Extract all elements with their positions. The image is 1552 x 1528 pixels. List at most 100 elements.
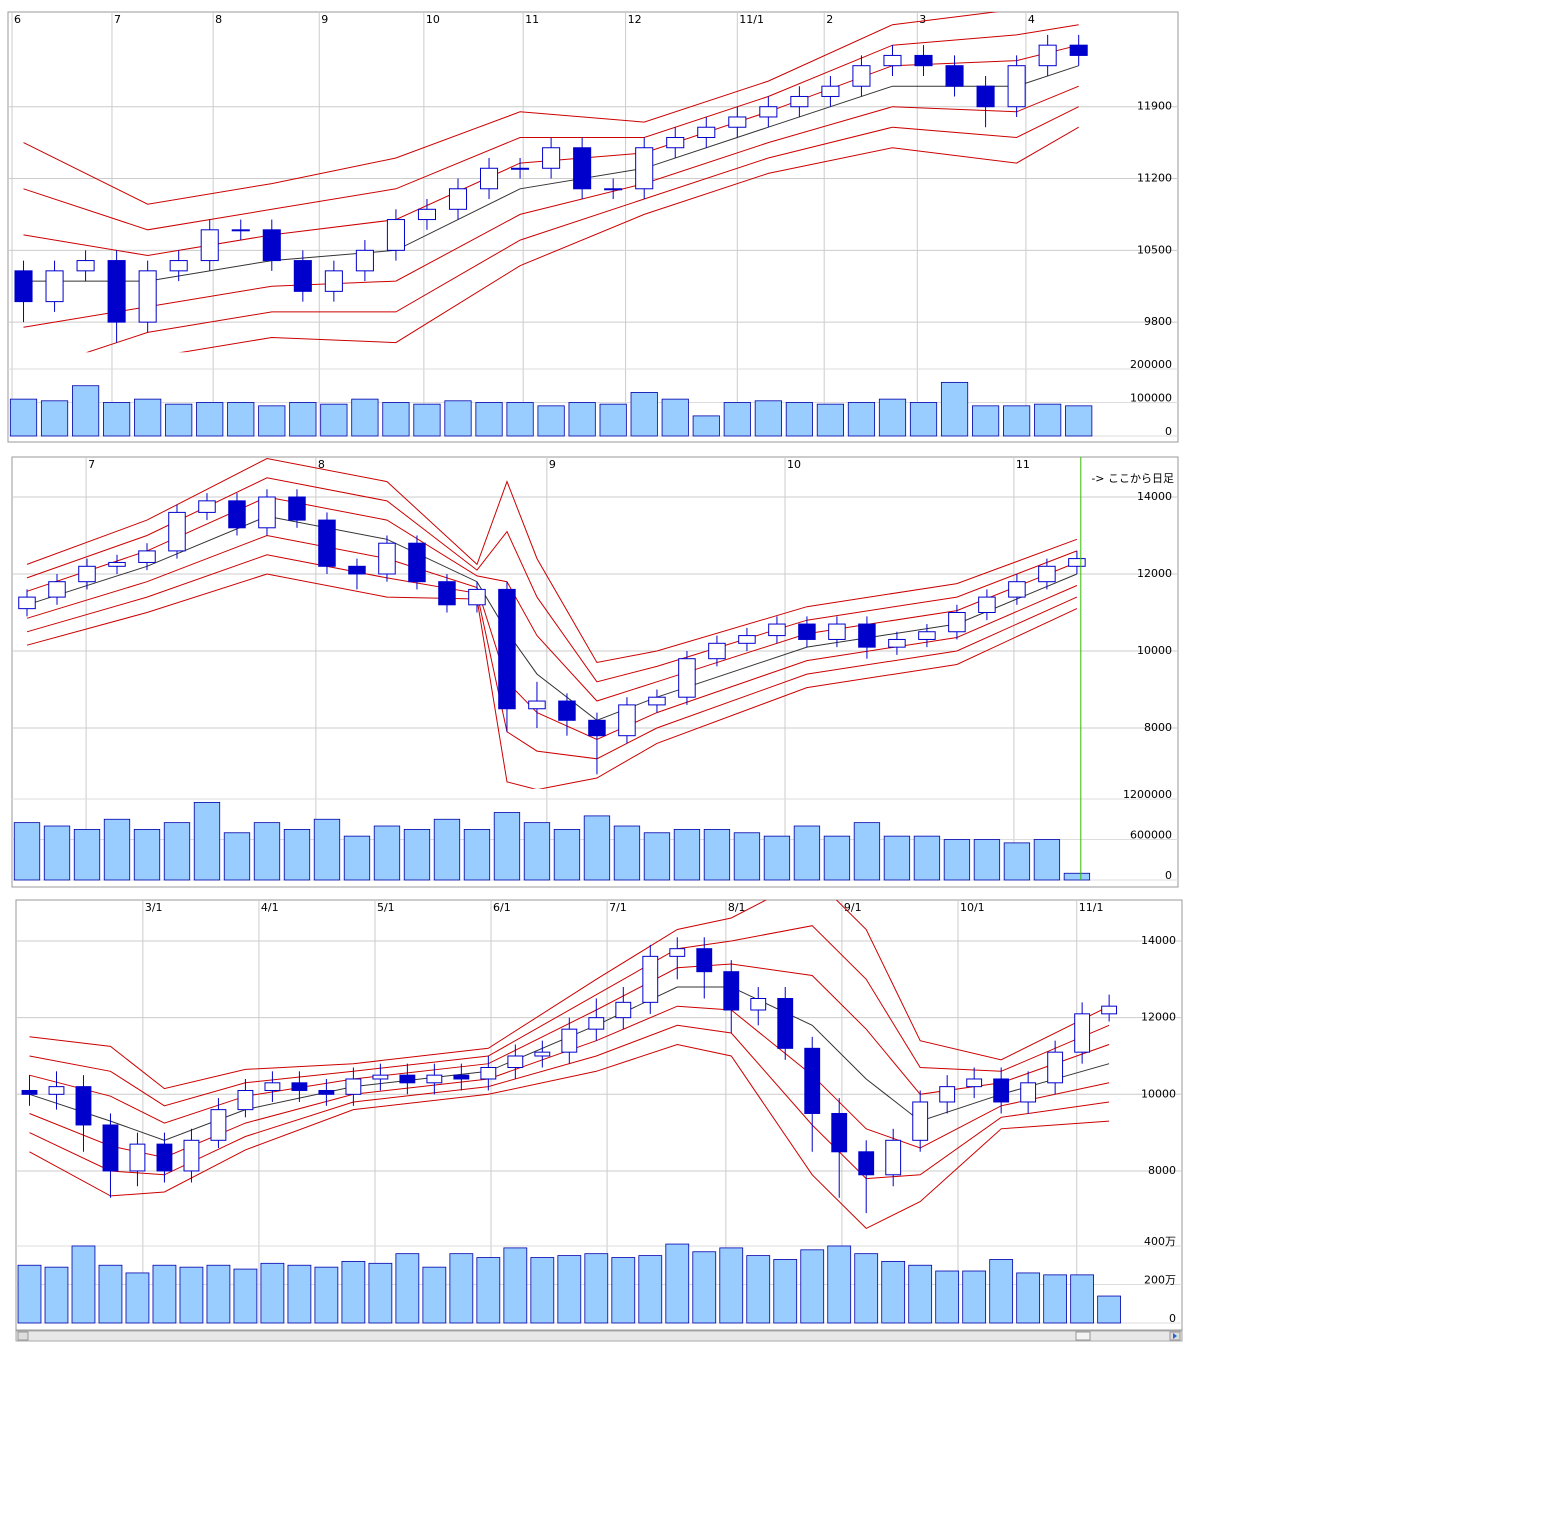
candle-body (138, 550, 156, 563)
volume-bar (1034, 403, 1062, 437)
volume-bar (165, 403, 193, 437)
volume-bar (530, 1257, 555, 1324)
y-tick-label: 10000 (1141, 1087, 1176, 1100)
candle-body (408, 542, 426, 583)
volume-bar (816, 403, 845, 437)
volume-bar (506, 402, 534, 437)
volume-bar (719, 1247, 744, 1324)
candle-body (45, 270, 64, 303)
bollinger-bands (29, 900, 1110, 1230)
candle-body (1047, 1051, 1064, 1084)
x-tick-label: 3/1 (145, 901, 163, 914)
candle-body (293, 260, 312, 292)
x-tick-label: 8 (318, 458, 325, 471)
candle-body (728, 116, 747, 128)
x-tick-label: 9/1 (844, 901, 862, 914)
candle-body (355, 249, 374, 272)
candle-body (858, 1151, 875, 1176)
volume-bar (233, 1268, 258, 1324)
candle-body (107, 260, 126, 323)
candle-body (264, 1082, 281, 1091)
candle-body (262, 229, 281, 262)
x-tick-label: 3 (919, 13, 926, 26)
x-tick-label: 7/1 (609, 901, 627, 914)
scrollbar[interactable] (15, 1330, 1183, 1342)
x-tick-label: 5/1 (377, 901, 395, 914)
volume-bar (395, 1253, 420, 1324)
volume-bar (314, 1266, 339, 1324)
candle-body (558, 700, 576, 721)
candle-body (511, 167, 530, 170)
volume-bar (878, 398, 907, 437)
volume-bar (553, 828, 581, 881)
x-tick-label: 10/1 (960, 901, 985, 914)
volume-tick-label: 0 (1165, 869, 1172, 882)
volume-bar (973, 839, 1001, 881)
volume-bar (320, 403, 348, 437)
y-tick-label: 11200 (1137, 172, 1172, 185)
volume-bar (723, 402, 751, 437)
candle-body (978, 596, 996, 613)
x-tick-label: 11/1 (739, 13, 764, 26)
candle-body (426, 1074, 443, 1084)
candle-body (228, 500, 246, 529)
volume-bar (537, 405, 565, 437)
volume-bar (313, 818, 341, 881)
band-line (29, 1043, 1110, 1230)
volume-bar (908, 1264, 933, 1324)
band-line (26, 554, 1078, 760)
volume-bar (103, 818, 131, 881)
volume-bar (773, 1259, 798, 1324)
candle-body (1074, 1013, 1091, 1053)
candle-body (183, 1139, 200, 1172)
volume-bar (827, 1245, 852, 1324)
volume-bar (503, 1247, 528, 1324)
volume-bar (881, 1260, 906, 1324)
band-line (29, 925, 1110, 1107)
candle-body (78, 565, 96, 583)
band-line (26, 477, 1078, 683)
volume-bar (746, 1255, 771, 1324)
candle-body (648, 696, 666, 706)
band-line (26, 515, 1078, 721)
volume-bar (909, 402, 938, 437)
candle-body (669, 948, 686, 957)
candle-body (768, 623, 786, 637)
candle-body (169, 260, 188, 272)
y-tick-label: 9800 (1144, 315, 1172, 328)
candle-body (348, 565, 366, 575)
y-tick-label: 8000 (1144, 721, 1172, 734)
volume-tick-label: 200万 (1144, 1273, 1176, 1286)
volume-bar (1003, 405, 1031, 437)
y-tick-label: 8000 (1148, 1164, 1176, 1177)
volume-bar (40, 400, 69, 437)
y-tick-label: 11900 (1137, 100, 1172, 113)
volume-bar (1043, 1274, 1068, 1324)
candle-body (48, 1086, 65, 1095)
volume-bar (433, 818, 461, 881)
volume-bar (475, 402, 503, 437)
volume-bar (413, 403, 441, 437)
volume-tick-label: 600000 (1130, 829, 1172, 842)
band-line (29, 963, 1110, 1124)
candle-body (438, 581, 456, 606)
volume-bar (523, 822, 551, 881)
volume-bar (703, 828, 731, 881)
x-tick-label: 4 (1028, 13, 1035, 26)
candle-body (804, 1047, 821, 1114)
volume-bar (638, 1255, 663, 1324)
candle-body (615, 1001, 632, 1019)
volume-bar (449, 1253, 474, 1324)
candle-body (542, 147, 561, 169)
candle-body (858, 623, 876, 648)
volume-bar (785, 402, 813, 437)
volume-bar (133, 828, 161, 881)
candle-body (237, 1089, 254, 1111)
volume-bar (1016, 1272, 1041, 1324)
band-line (26, 573, 1078, 789)
candle-body (291, 1082, 308, 1091)
candle-body (1069, 44, 1088, 56)
volume-bar (193, 801, 221, 881)
volume-bar (382, 402, 410, 437)
volume-bar (253, 822, 281, 881)
